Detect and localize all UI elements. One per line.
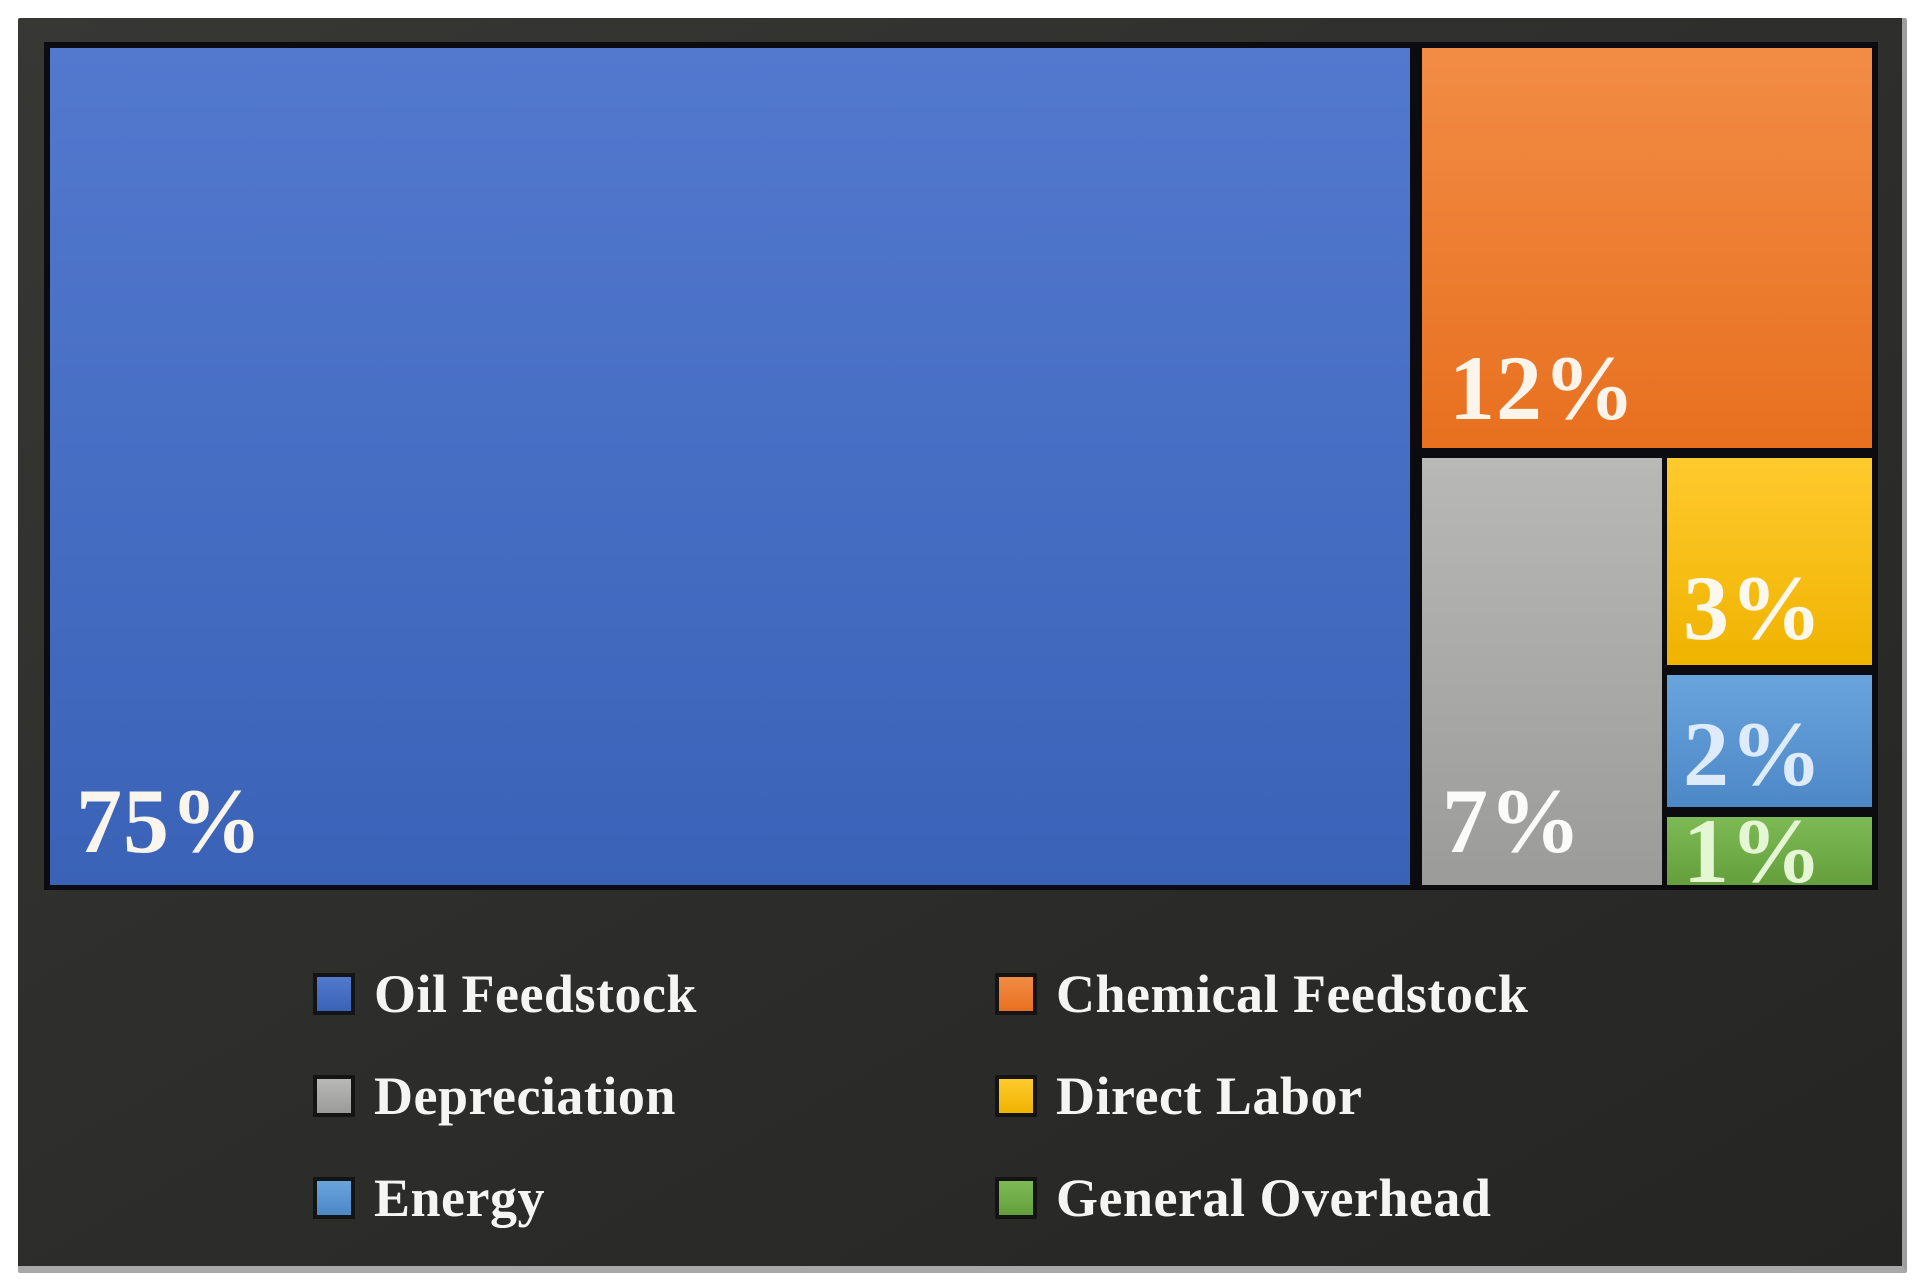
legend-item-direct-labor: Direct Labor bbox=[995, 1068, 1528, 1124]
tile-value-label-general-overhead: 1% bbox=[1683, 800, 1823, 902]
chart-legend: Oil Feedstock Chemical Feedstock Depreci… bbox=[313, 966, 1528, 1226]
legend-label-oil-feedstock: Oil Feedstock bbox=[374, 964, 697, 1024]
chart-panel: 75% 12% 7% 3% 2% 1% Oil Feedstock bbox=[18, 18, 1907, 1273]
tile-value-label-depreciation: 7% bbox=[1442, 770, 1582, 872]
legend-swatch-direct-labor bbox=[995, 1075, 1037, 1117]
tile-value-label-oil-feedstock: 75% bbox=[76, 770, 263, 872]
legend-swatch-oil-feedstock bbox=[313, 973, 355, 1015]
legend-label-general-overhead: General Overhead bbox=[1056, 1168, 1492, 1228]
treemap-tile-energy: 2% bbox=[1667, 675, 1872, 807]
legend-item-oil-feedstock: Oil Feedstock bbox=[313, 966, 995, 1022]
legend-item-chemical-feedstock: Chemical Feedstock bbox=[995, 966, 1528, 1022]
legend-item-general-overhead: General Overhead bbox=[995, 1170, 1528, 1226]
legend-label-direct-labor: Direct Labor bbox=[1056, 1066, 1363, 1126]
tile-value-label-energy: 2% bbox=[1683, 703, 1823, 805]
legend-label-energy: Energy bbox=[374, 1168, 545, 1228]
treemap-tile-oil-feedstock: 75% bbox=[50, 48, 1410, 885]
treemap-tile-direct-labor: 3% bbox=[1667, 458, 1872, 665]
legend-swatch-energy bbox=[313, 1177, 355, 1219]
legend-label-chemical-feedstock: Chemical Feedstock bbox=[1056, 964, 1529, 1024]
legend-label-depreciation: Depreciation bbox=[374, 1066, 676, 1126]
treemap-tile-chemical-feedstock: 12% bbox=[1422, 48, 1872, 448]
legend-item-depreciation: Depreciation bbox=[313, 1068, 995, 1124]
legend-swatch-depreciation bbox=[313, 1075, 355, 1117]
tile-value-label-direct-labor: 3% bbox=[1683, 557, 1823, 659]
treemap-chart: 75% 12% 7% 3% 2% 1% bbox=[44, 42, 1878, 897]
treemap-tile-depreciation: 7% bbox=[1422, 458, 1662, 885]
legend-item-energy: Energy bbox=[313, 1170, 995, 1226]
tile-value-label-chemical-feedstock: 12% bbox=[1449, 337, 1636, 439]
legend-swatch-general-overhead bbox=[995, 1177, 1037, 1219]
legend-swatch-chemical-feedstock bbox=[995, 973, 1037, 1015]
treemap-tile-general-overhead: 1% bbox=[1667, 805, 1872, 897]
